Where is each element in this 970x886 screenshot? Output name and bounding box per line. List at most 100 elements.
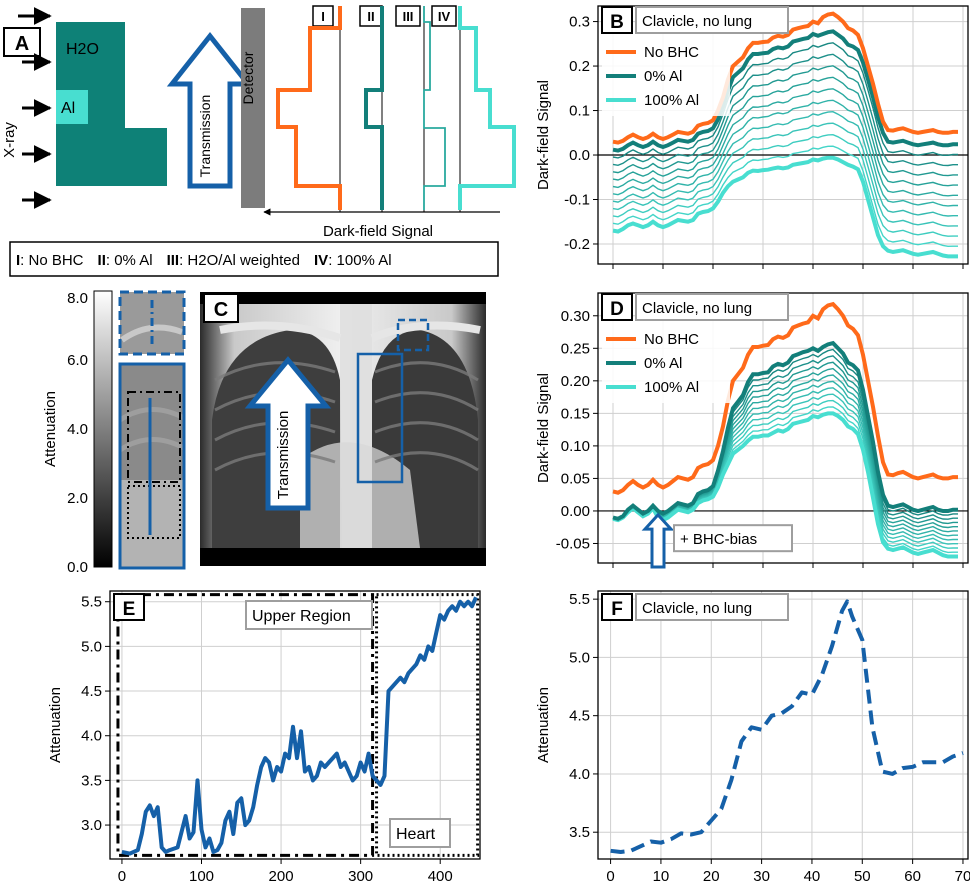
legend-label: 0% Al [644, 68, 682, 85]
y-tick-label: 5.0 [569, 649, 590, 666]
h2o-label: H2O [66, 41, 99, 58]
y-tick-label: 0.3 [569, 14, 590, 31]
panel-letter: B [610, 12, 624, 33]
x-tick-label: 20 [703, 868, 720, 885]
upper-region-label: Upper Region [252, 608, 351, 625]
chart-e: 3.0 3.5 4.0 4.5 5.0 5.5 0 100 200 300 400 Attenuati… [47, 590, 481, 885]
series-0-al-line [612, 340, 958, 521]
colorbar-tick: 6.0 [67, 352, 88, 369]
y-tick-label: 0.0 [569, 147, 590, 164]
y-tick-label: 0.10 [561, 438, 590, 455]
y-axis-label: Attenuation [47, 687, 64, 763]
heart-label: Heart [396, 826, 436, 843]
panel-letter-box [601, 6, 633, 34]
panel-c-transmission-label: Transmission [275, 411, 292, 500]
panel-letter-box [113, 593, 145, 621]
series-100-al-line [612, 155, 958, 259]
series-intermediate-line [612, 76, 958, 187]
y-axis-label: Dark-field Signal [535, 80, 552, 190]
y-axis-label: Attenuation [535, 687, 552, 763]
y-tick-label: 4.0 [569, 766, 590, 783]
series-100-al-line [612, 411, 958, 559]
panel-a-letter-text: A [15, 33, 29, 55]
series-0-al-line [612, 29, 958, 153]
plot-frame [597, 590, 969, 860]
colorbar-tick: 0.0 [67, 559, 88, 576]
y-tick-label: 3.5 [81, 772, 102, 789]
x-tick-label: 300 [348, 868, 373, 885]
legend-label: 0% Al [644, 355, 682, 372]
colorbar-label: Attenuation [42, 391, 59, 467]
legend-num-iv: IV [314, 252, 328, 269]
profile-legend-box: I: No BHC II: 0% Al III: H2O/Al weighted IV… [9, 241, 499, 277]
panel-letter-box [601, 593, 633, 621]
legend-text-ii: : 0% Al [106, 252, 153, 269]
legend-label: 100% Al [644, 92, 699, 109]
annotation-text: Clavicle, no lung [642, 300, 752, 317]
xray-label: X-ray [1, 122, 18, 158]
x-tick-label: 100 [189, 868, 214, 885]
al-label: Al [61, 100, 75, 117]
heart-region-box [375, 593, 480, 857]
upper-region-label-box [245, 600, 373, 630]
y-tick-label: 5.5 [81, 594, 102, 611]
zoom-heart-crop [118, 362, 186, 570]
legend-num-ii: II [98, 252, 106, 269]
y-tick-label: 0.2 [569, 58, 590, 75]
profile-legend-text: I: No BHC II: 0% Al III: H2O/Al weighted IV… [16, 252, 392, 269]
panel-a-schematic: A X-ray H2O Al Transmission Detector I I… [1, 5, 516, 240]
panel-letter: F [611, 599, 623, 620]
legend-label: No BHC [644, 331, 699, 348]
x-tick-label: 60 [904, 868, 921, 885]
legend: No BHC 0% Al 100% Al [602, 34, 730, 116]
bhc-bias-label: + BHC-bias [680, 531, 757, 548]
colorbar: Attenuation 0.0 2.0 4.0 6.0 8.0 [42, 290, 113, 576]
roman-iii: III [403, 9, 414, 24]
legend: No BHC 0% Al 100% Al [602, 321, 730, 403]
legend-num-i: I [16, 252, 20, 269]
y-tick-label: 0.15 [561, 405, 590, 422]
panel-c-transmission-arrow: Transmission [244, 356, 332, 511]
profile-i: I [276, 5, 342, 212]
y-tick-label: 0.25 [561, 340, 590, 357]
x-tick-label: 400 [428, 868, 453, 885]
colorbar-tick: 2.0 [67, 490, 88, 507]
series-intermediate-line [612, 145, 958, 248]
series-intermediate-line [612, 88, 958, 197]
legend-text-iii: : H2O/Al weighted [179, 252, 300, 269]
profile-iii: III [395, 5, 446, 212]
annotation-box [635, 6, 789, 34]
y-axis-label: Dark-field Signal [535, 373, 552, 483]
panel-letter-box [601, 293, 633, 321]
transmission-arrow: Transmission [166, 31, 254, 189]
darkfield-axis-label: Dark-field Signal [323, 223, 433, 240]
bhc-bias-box [673, 524, 793, 553]
panel-a-letter: A [3, 27, 41, 57]
aluminium-block [56, 90, 88, 124]
y-tick-label: 3.5 [569, 824, 590, 841]
x-tick-label: 30 [753, 868, 770, 885]
panel-letter: D [610, 299, 624, 320]
profile-iv: IV [431, 5, 516, 212]
series-intermediate-line [612, 65, 958, 177]
colorbar-tick: 4.0 [67, 421, 88, 438]
y-tick-label: 3.0 [81, 817, 102, 834]
x-tick-label: 0 [118, 868, 126, 885]
xray-arrows [18, 7, 52, 209]
y-tick-label: -0.2 [564, 236, 590, 253]
transmission-arrow-label: Transmission [197, 95, 213, 178]
bhc-bias-arrow [641, 512, 675, 569]
annotation-box [635, 293, 789, 321]
annotation-text: Clavicle, no lung [642, 600, 752, 617]
x-tick-label: 0 [606, 868, 614, 885]
series-intermediate-line [612, 110, 958, 217]
profile-ii: II [359, 5, 384, 212]
series-no-bhc-line [612, 301, 958, 495]
detector-label: Detector [240, 51, 256, 104]
annotation-box [635, 593, 789, 621]
y-tick-label: 5.0 [81, 638, 102, 655]
legend-text-iv: : 100% Al [328, 252, 391, 269]
y-tick-label: 4.5 [81, 683, 102, 700]
attenuation-line [121, 596, 478, 856]
